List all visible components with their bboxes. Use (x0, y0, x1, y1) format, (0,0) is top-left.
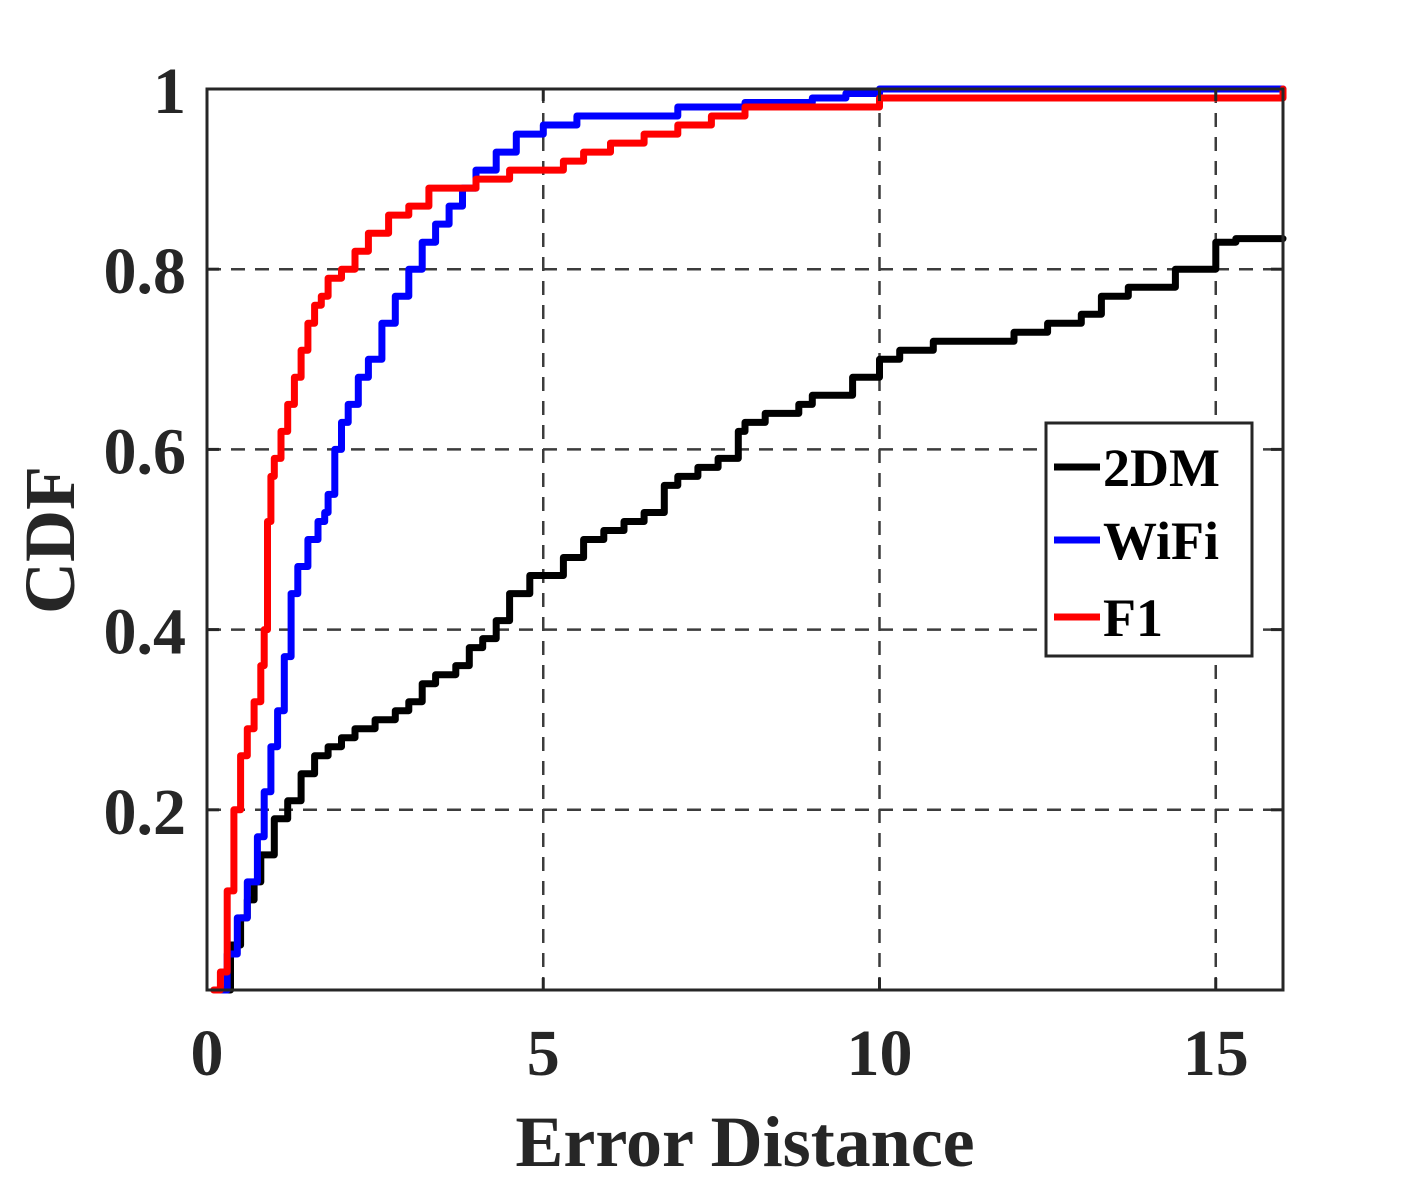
plot-frame (205, 87, 1285, 992)
y-axis-label: CDF (10, 466, 90, 614)
y-tick-label: 0.6 (104, 415, 187, 488)
x-tick-label: 10 (847, 1017, 913, 1090)
y-tick-label: 0.8 (104, 235, 187, 308)
series-line-wifi (216, 85, 1287, 994)
series-line-f1 (210, 85, 1287, 994)
x-tick-label: 5 (527, 1017, 560, 1090)
legend: 2DM WiFi F1 (1044, 421, 1254, 658)
x-axis-label: Error Distance (515, 1102, 974, 1181)
axis-ticks: 0 5 10 15 0.2 0.4 0.6 0.8 1 (104, 55, 1283, 1090)
y-tick-label: 0.4 (104, 596, 187, 669)
series-line-2dm (216, 235, 1287, 994)
y-tick-label: 1 (153, 55, 186, 128)
series-lines (210, 85, 1287, 994)
x-tick-label: 0 (191, 1017, 224, 1090)
y-tick-label: 0.2 (104, 776, 187, 849)
legend-label-wifi: WiFi (1103, 511, 1219, 571)
x-tick-label: 15 (1183, 1017, 1249, 1090)
legend-label-f1: F1 (1103, 588, 1163, 648)
legend-label-2dm: 2DM (1103, 438, 1220, 498)
